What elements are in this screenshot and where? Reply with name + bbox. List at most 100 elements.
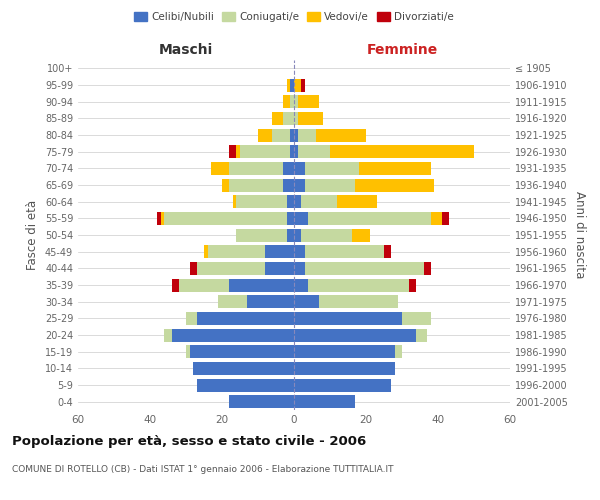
Bar — [229, 278, 294, 291]
Bar — [236, 195, 287, 208]
Bar — [179, 278, 229, 291]
Bar — [229, 395, 294, 408]
Bar — [298, 145, 330, 158]
Bar — [294, 95, 298, 108]
Bar — [258, 128, 272, 141]
Legend: Celibi/Nubili, Coniugati/e, Vedovi/e, Divorziati/e: Celibi/Nubili, Coniugati/e, Vedovi/e, Di… — [130, 8, 458, 26]
Bar — [424, 262, 431, 275]
Bar — [229, 178, 283, 192]
Text: Popolazione per età, sesso e stato civile - 2006: Popolazione per età, sesso e stato civil… — [12, 435, 366, 448]
Y-axis label: Anni di nascita: Anni di nascita — [573, 192, 586, 278]
Bar — [355, 178, 434, 192]
Bar — [416, 328, 427, 342]
Bar — [402, 312, 431, 325]
Bar — [294, 212, 308, 225]
Bar — [294, 395, 355, 408]
Bar — [190, 262, 197, 275]
Bar — [287, 228, 294, 241]
Bar — [190, 345, 294, 358]
Bar — [222, 178, 229, 192]
Bar — [294, 195, 301, 208]
Bar — [294, 295, 319, 308]
Bar — [193, 362, 294, 375]
Bar — [197, 262, 265, 275]
Bar — [316, 128, 366, 141]
Bar — [283, 162, 294, 175]
Bar — [208, 245, 265, 258]
Bar — [294, 278, 308, 291]
Bar — [247, 295, 294, 308]
Bar — [283, 178, 294, 192]
Bar — [290, 128, 294, 141]
Bar — [442, 212, 449, 225]
Y-axis label: Fasce di età: Fasce di età — [26, 200, 39, 270]
Bar — [294, 128, 298, 141]
Bar — [265, 245, 294, 258]
Bar — [301, 78, 305, 92]
Bar — [290, 78, 294, 92]
Bar — [294, 312, 402, 325]
Bar — [305, 162, 359, 175]
Bar — [294, 245, 305, 258]
Bar — [287, 212, 294, 225]
Bar — [233, 195, 236, 208]
Bar — [294, 345, 395, 358]
Bar — [298, 112, 323, 125]
Bar — [272, 128, 290, 141]
Bar — [305, 262, 424, 275]
Bar — [298, 128, 316, 141]
Bar — [283, 95, 290, 108]
Bar — [294, 78, 301, 92]
Bar — [294, 362, 395, 375]
Bar — [294, 328, 416, 342]
Bar — [229, 145, 236, 158]
Bar — [294, 145, 298, 158]
Bar — [431, 212, 442, 225]
Bar — [197, 312, 294, 325]
Text: Femmine: Femmine — [367, 42, 437, 56]
Bar — [157, 212, 161, 225]
Bar — [204, 245, 208, 258]
Bar — [294, 162, 305, 175]
Bar — [409, 278, 416, 291]
Bar — [211, 162, 229, 175]
Bar — [298, 95, 319, 108]
Bar — [308, 278, 409, 291]
Bar — [305, 245, 384, 258]
Bar — [161, 212, 164, 225]
Bar — [283, 112, 294, 125]
Bar — [186, 312, 197, 325]
Bar — [359, 162, 431, 175]
Bar — [164, 328, 172, 342]
Bar — [337, 195, 377, 208]
Bar — [294, 178, 305, 192]
Bar — [287, 78, 290, 92]
Bar — [305, 178, 355, 192]
Bar — [236, 228, 287, 241]
Bar — [290, 95, 294, 108]
Bar — [229, 162, 283, 175]
Bar — [240, 145, 290, 158]
Bar — [301, 228, 352, 241]
Bar — [218, 295, 247, 308]
Bar — [287, 195, 294, 208]
Bar — [294, 112, 298, 125]
Bar — [290, 145, 294, 158]
Bar — [294, 228, 301, 241]
Bar — [186, 345, 190, 358]
Bar — [301, 195, 337, 208]
Bar — [172, 328, 294, 342]
Bar — [236, 145, 240, 158]
Text: Maschi: Maschi — [159, 42, 213, 56]
Bar — [395, 345, 402, 358]
Bar — [164, 212, 287, 225]
Bar — [172, 278, 179, 291]
Bar — [308, 212, 431, 225]
Text: COMUNE DI ROTELLO (CB) - Dati ISTAT 1° gennaio 2006 - Elaborazione TUTTITALIA.IT: COMUNE DI ROTELLO (CB) - Dati ISTAT 1° g… — [12, 465, 394, 474]
Bar — [352, 228, 370, 241]
Bar — [330, 145, 474, 158]
Bar — [294, 378, 391, 392]
Bar — [197, 378, 294, 392]
Bar — [272, 112, 283, 125]
Bar — [384, 245, 391, 258]
